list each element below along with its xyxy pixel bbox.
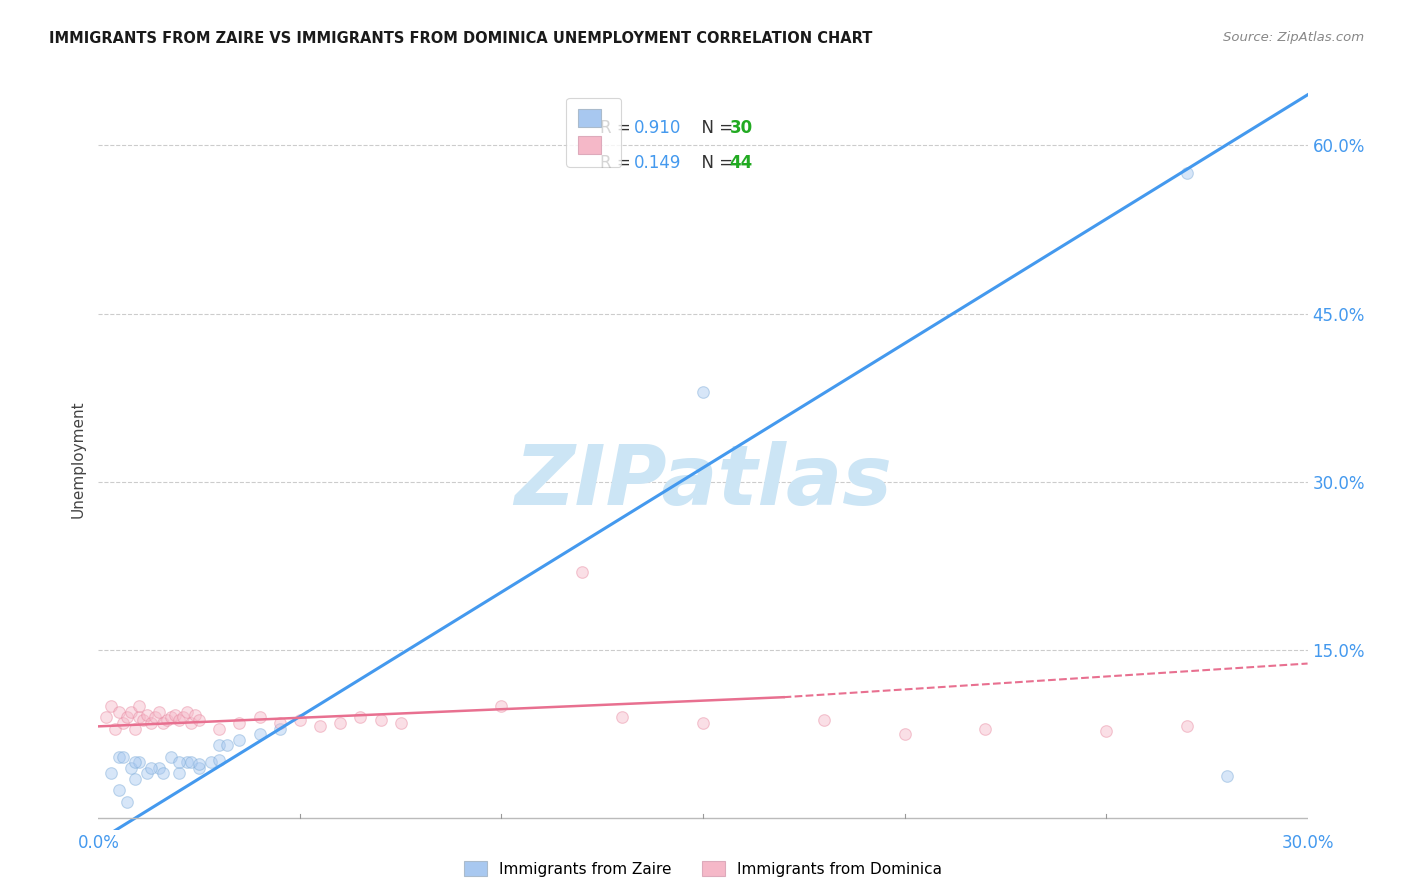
Point: [349, 710, 371, 724]
Point: [228, 732, 250, 747]
Point: [120, 705, 142, 719]
Point: [128, 699, 150, 714]
Text: IMMIGRANTS FROM ZAIRE VS IMMIGRANTS FROM DOMINICA UNEMPLOYMENT CORRELATION CHART: IMMIGRANTS FROM ZAIRE VS IMMIGRANTS FROM…: [49, 31, 873, 46]
Point: [208, 753, 231, 767]
Point: [269, 722, 291, 736]
Text: 30: 30: [730, 119, 752, 136]
Point: [120, 761, 142, 775]
Point: [115, 795, 138, 809]
Point: [180, 756, 202, 770]
Text: N =: N =: [690, 119, 738, 136]
Point: [152, 716, 174, 731]
Text: 44: 44: [730, 154, 752, 172]
Point: [139, 761, 162, 775]
Point: [160, 749, 183, 764]
Text: R =: R =: [600, 119, 637, 136]
Point: [148, 761, 170, 775]
Point: [370, 713, 392, 727]
Point: [100, 766, 122, 780]
Point: [1095, 723, 1118, 738]
Point: [1175, 719, 1198, 733]
Point: [111, 749, 134, 764]
Point: [1216, 769, 1239, 783]
Point: [135, 766, 157, 780]
Point: [217, 739, 239, 753]
Point: [176, 705, 198, 719]
Point: [813, 713, 835, 727]
Point: [148, 705, 170, 719]
Point: [612, 710, 634, 724]
Point: [135, 708, 157, 723]
Point: [107, 749, 129, 764]
Legend: Immigrants from Zaire, Immigrants from Dominica: Immigrants from Zaire, Immigrants from D…: [456, 853, 950, 884]
Point: [115, 710, 138, 724]
Point: [309, 719, 332, 733]
Point: [111, 716, 134, 731]
Point: [180, 716, 202, 731]
Point: [491, 699, 513, 714]
Point: [249, 710, 271, 724]
Point: [107, 783, 129, 797]
Point: [96, 710, 118, 724]
Point: [167, 756, 190, 770]
Point: [172, 710, 194, 724]
Point: [128, 710, 150, 724]
Point: [188, 713, 211, 727]
Point: [176, 756, 198, 770]
Point: [692, 385, 714, 400]
Point: [139, 716, 162, 731]
Text: 0.149: 0.149: [634, 154, 682, 172]
Point: [143, 710, 166, 724]
Point: [188, 761, 211, 775]
Text: N =: N =: [690, 154, 738, 172]
Text: R =: R =: [600, 154, 637, 172]
Point: [288, 713, 311, 727]
Point: [103, 722, 125, 736]
Point: [389, 716, 412, 731]
Point: [167, 766, 190, 780]
Point: [184, 708, 207, 723]
Point: [124, 756, 146, 770]
Point: [571, 565, 593, 579]
Point: [132, 713, 155, 727]
Point: [156, 713, 179, 727]
Point: [893, 727, 915, 741]
Point: [208, 739, 231, 753]
Point: [188, 757, 211, 772]
Point: [107, 705, 129, 719]
Point: [692, 716, 714, 731]
Point: [269, 716, 291, 731]
Legend: , : ,: [567, 97, 621, 167]
Point: [160, 710, 183, 724]
Point: [163, 708, 186, 723]
Text: ZIPatlas: ZIPatlas: [515, 441, 891, 522]
Point: [167, 713, 190, 727]
Point: [128, 756, 150, 770]
Point: [124, 722, 146, 736]
Point: [124, 772, 146, 786]
Point: [100, 699, 122, 714]
Point: [974, 722, 997, 736]
Text: Source: ZipAtlas.com: Source: ZipAtlas.com: [1223, 31, 1364, 45]
Point: [200, 756, 222, 770]
Y-axis label: Unemployment: Unemployment: [70, 401, 86, 518]
Point: [329, 716, 352, 731]
Point: [249, 727, 271, 741]
Point: [228, 716, 250, 731]
Point: [208, 722, 231, 736]
Point: [1175, 166, 1198, 180]
Point: [152, 766, 174, 780]
Text: 0.910: 0.910: [634, 119, 682, 136]
